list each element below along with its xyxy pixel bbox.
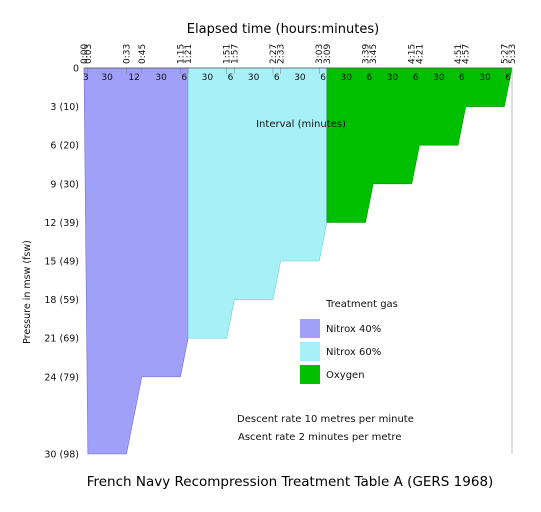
annotation-descent-rate: Descent rate 10 metres per minute: [237, 414, 414, 425]
interval-duration-label: 3: [83, 73, 89, 83]
x-tick-label: 0:00: [80, 44, 90, 64]
interval-duration-label: 30: [294, 73, 306, 83]
x-tick-label: 1:57: [230, 44, 240, 64]
interval-duration-label: 6: [181, 73, 187, 83]
interval-duration-label: 30: [340, 73, 352, 83]
x-tick-label: 0:03: [84, 44, 94, 64]
interval-duration-label: 30: [248, 73, 260, 83]
x-tick-label: 3:03: [315, 44, 325, 64]
interval-duration-label: 30: [101, 73, 113, 83]
y-tick-label: 12 (39): [44, 218, 79, 229]
x-tick-label: 0:45: [138, 44, 148, 64]
interval-duration-label: 6: [274, 73, 280, 83]
x-tick-label: 4:51: [454, 44, 464, 64]
x-tick-label: 1:15: [176, 44, 186, 64]
y-tick-label: 3 (10): [50, 102, 79, 113]
x-tick-label: 3:39: [361, 44, 371, 64]
y-tick-label: 6 (20): [50, 141, 79, 152]
interval-duration-label: 6: [459, 73, 465, 83]
interval-duration-label: 30: [479, 73, 491, 83]
series-area-nitrox60: [187, 67, 328, 339]
x-tick-label: 5:27: [500, 44, 510, 64]
series-fills: [83, 67, 513, 455]
interval-duration-label: 30: [202, 73, 214, 83]
legend-label-oxygen: Oxygen: [326, 370, 365, 381]
x-tick-label: 3:45: [369, 44, 379, 64]
interval-duration-label: 6: [320, 73, 326, 83]
interval-duration-label: 30: [433, 73, 445, 83]
legend-label-nitrox40: Nitrox 40%: [326, 324, 381, 335]
interval-duration-label: 6: [413, 73, 419, 83]
y-tick-label: 0: [73, 64, 79, 75]
y-axis-title: Pressure in msw (fsw): [22, 240, 33, 344]
x-tick-label: 5:33: [508, 44, 518, 64]
x-tick-label: 4:15: [408, 44, 418, 64]
chart-title: French Navy Recompression Treatment Tabl…: [87, 474, 494, 490]
x-tick-label: 1:21: [184, 44, 194, 64]
interval-axis-label: Interval (minutes): [256, 119, 346, 130]
legend: Treatment gas Nitrox 40% Nitrox 60% Oxyg…: [300, 299, 398, 384]
x-tick-label: 2:27: [269, 44, 279, 64]
legend-swatch-nitrox60: [300, 342, 320, 361]
x-tick-label: 1:51: [223, 44, 233, 64]
y-tick-label: 30 (98): [44, 450, 79, 461]
interval-duration-label: 30: [155, 73, 167, 83]
x-tick-label: 3:09: [323, 44, 333, 64]
y-tick-label: 9 (30): [50, 179, 79, 190]
interval-duration-label: 30: [387, 73, 399, 83]
series-area-oxygen: [326, 67, 513, 223]
y-tick-label: 18 (59): [44, 295, 79, 306]
y-tick-label: 15 (49): [44, 257, 79, 268]
interval-duration-label: 6: [366, 73, 372, 83]
legend-label-nitrox60: Nitrox 60%: [326, 347, 381, 358]
interval-duration-label: 6: [228, 73, 234, 83]
legend-title: Treatment gas: [325, 299, 398, 310]
interval-duration-label: 12: [128, 73, 139, 83]
y-tick-label: 21 (69): [44, 334, 79, 345]
annotation-ascent-rate: Ascent rate 2 minutes per metre: [238, 432, 401, 443]
x-tick-labels: 0:000:03 0:33 0:45 1:151:21 1:511:57 2:272:33…: [80, 44, 518, 64]
series-area-nitrox40: [83, 67, 189, 455]
y-tick-label: 24 (79): [44, 372, 79, 383]
x-axis-title: Elapsed time (hours:minutes): [187, 22, 379, 37]
interval-duration-labels: 3 30 12 30 6 30 6 30 6 30 6 30 6 30 6 30 6 30 6: [83, 73, 511, 83]
x-tick-label: 4:57: [462, 44, 472, 64]
legend-swatch-oxygen: [300, 365, 320, 384]
legend-swatch-nitrox40: [300, 319, 320, 338]
x-tick-label: 0:33: [122, 44, 132, 64]
x-tick-label: 4:21: [415, 44, 425, 64]
interval-lines: [83, 68, 513, 454]
interval-duration-label: 6: [505, 73, 511, 83]
y-tick-labels: 0 3 (10) 6 (20) 9 (30) 12 (39) 15 (49) 18 (59)…: [44, 64, 79, 461]
x-tick-label: 2:33: [277, 44, 287, 64]
